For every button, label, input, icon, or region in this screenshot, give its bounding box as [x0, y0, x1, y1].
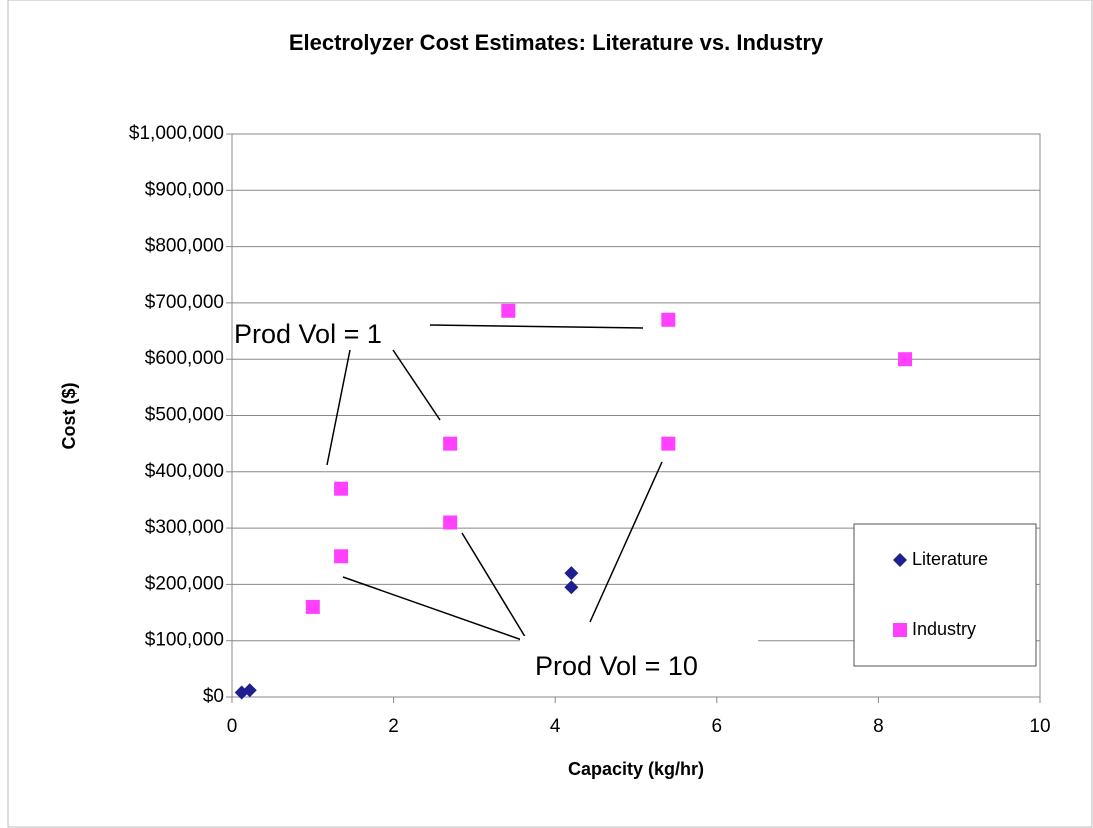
x-tick-label: 4 [550, 716, 561, 737]
point [443, 515, 458, 530]
chart-title: Electrolyzer Cost Estimates: Literature … [289, 30, 824, 55]
point [443, 436, 458, 451]
y-axis-label: Cost ($) [59, 382, 79, 449]
y-tick-label: $100,000 [145, 630, 224, 651]
point [501, 303, 516, 318]
point [564, 580, 579, 595]
point [898, 352, 913, 367]
x-tick-label: 6 [712, 716, 723, 737]
legend-label: Literature [912, 549, 988, 569]
y-tick-label: $600,000 [145, 348, 224, 369]
x-tick-label: 8 [873, 716, 884, 737]
y-tick-label: $200,000 [145, 573, 224, 594]
y-tick-label: $700,000 [145, 292, 224, 313]
legend-marker [893, 623, 907, 637]
annotation: Prod Vol = 10 [535, 651, 698, 681]
leader-lines [326, 324, 663, 641]
point [305, 599, 320, 614]
leader-line [342, 576, 523, 641]
point [661, 312, 676, 327]
x-axis-label: Capacity (kg/hr) [568, 759, 704, 779]
y-tick-label: $300,000 [145, 517, 224, 538]
x-tick-label: 10 [1029, 716, 1050, 737]
point [334, 481, 349, 496]
y-tick-label: $400,000 [145, 461, 224, 482]
leader-line [461, 532, 528, 641]
leader-line [589, 461, 663, 623]
x-tick-label: 0 [227, 716, 238, 737]
y-tick-label: $500,000 [145, 405, 224, 426]
point [334, 549, 349, 564]
point [242, 683, 257, 698]
point [661, 436, 676, 451]
x-tick-label: 2 [388, 716, 399, 737]
leader-line [429, 324, 644, 329]
annotation-background [520, 636, 758, 694]
legend [853, 523, 1037, 667]
y-tick-label: $800,000 [145, 236, 224, 257]
annotation: Prod Vol = 1 [234, 319, 382, 349]
legend-marker [893, 553, 907, 567]
y-tick-label: $0 [203, 686, 224, 707]
y-tick-label: $1,000,000 [129, 123, 224, 144]
leader-line [392, 349, 441, 421]
y-tick-label: $900,000 [145, 179, 224, 200]
point [564, 566, 579, 581]
leader-line [326, 349, 351, 466]
legend-label: Industry [912, 619, 976, 639]
